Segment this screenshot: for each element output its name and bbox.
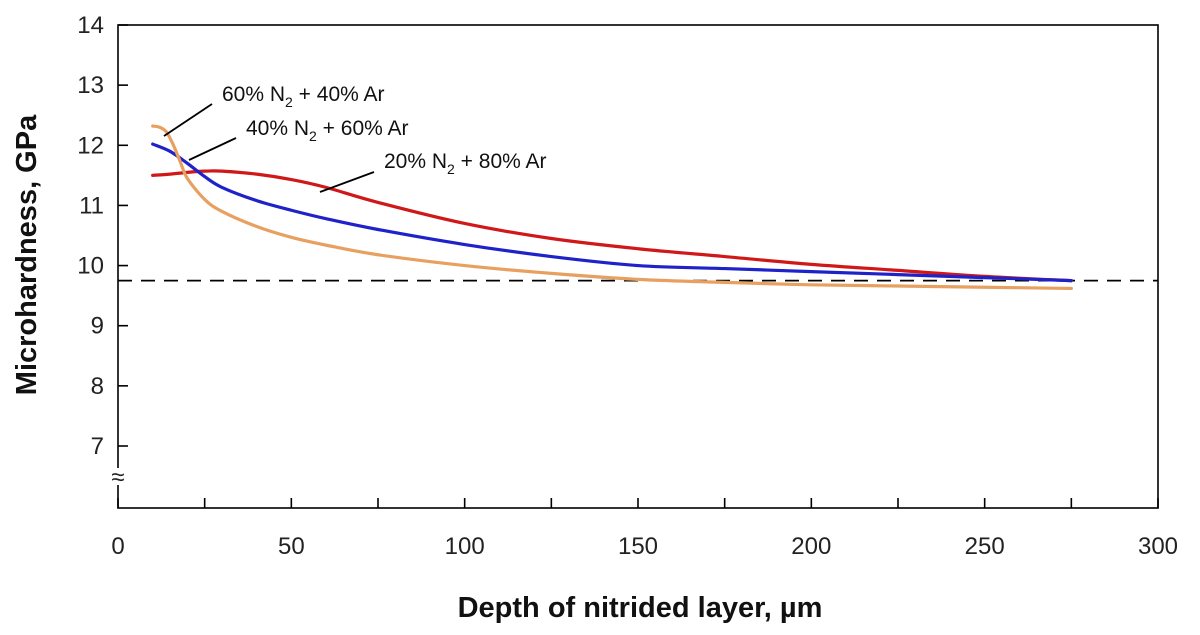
annotation-leader <box>319 171 375 193</box>
annotations: 60% N2 + 40% Ar 40% N2 + 60% Ar 20% N2 + 8… <box>163 83 546 193</box>
axes: 0 50 100 150 200 250 300 7 8 9 10 11 12 13 14 ≈ <box>77 12 1178 560</box>
axis-break-mask <box>110 468 126 485</box>
x-axis-title: Depth of nitrided layer, µm <box>458 592 823 624</box>
y-tick-label: 9 <box>91 313 104 340</box>
y-tick-label: 14 <box>77 12 104 39</box>
y-tick-label: 8 <box>91 373 104 400</box>
series-line-20-n2-80-ar <box>151 169 1073 283</box>
y-tick-label: 7 <box>91 433 104 460</box>
annotation-leader <box>188 137 237 161</box>
y-tick-label: 13 <box>77 72 104 99</box>
y-tick-label: 12 <box>77 132 104 159</box>
annotation-label: 40% N2 + 60% Ar <box>246 117 408 144</box>
x-tick-label: 200 <box>791 533 831 560</box>
annotation-label: 20% N2 + 80% Ar <box>384 150 546 177</box>
x-tick-label: 50 <box>278 533 305 560</box>
series-lines <box>151 124 1073 291</box>
axis-break-symbol: ≈ <box>111 464 124 491</box>
y-tick-label: 10 <box>77 253 104 280</box>
x-tick-label: 300 <box>1138 533 1178 560</box>
x-tick-label: 250 <box>965 533 1005 560</box>
x-tick-label: 100 <box>445 533 485 560</box>
x-tick-label: 0 <box>111 533 124 560</box>
y-tick-label: 11 <box>79 192 104 219</box>
annotation-label: 60% N2 + 40% Ar <box>222 83 384 110</box>
x-tick-label: 150 <box>618 533 658 560</box>
annotation-leader <box>163 103 213 137</box>
series-line-40-n2-60-ar <box>151 142 1073 283</box>
series-line-60-n2-40-ar <box>151 124 1073 291</box>
y-axis-title: Microhardness, GPa <box>11 114 43 395</box>
